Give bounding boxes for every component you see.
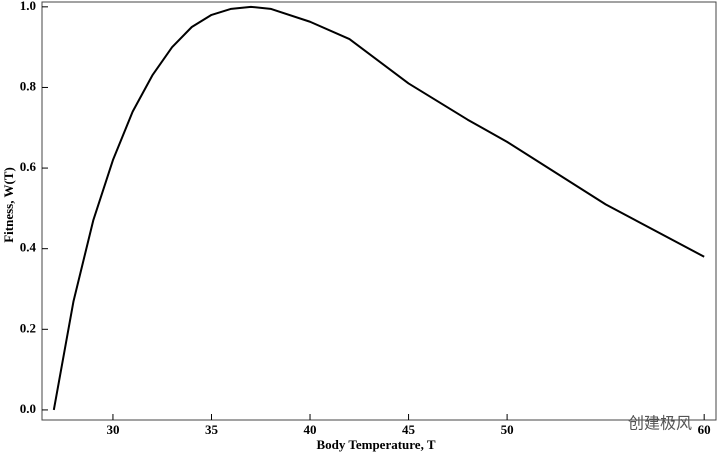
y-tick-label: 0.6 <box>20 159 37 174</box>
y-tick-label: 1.0 <box>20 0 36 13</box>
y-tick-label: 0.4 <box>20 240 37 255</box>
y-tick-label: 0.2 <box>20 320 36 335</box>
line-series <box>52 5 705 411</box>
x-tick-label: 50 <box>501 422 514 437</box>
plot-frame <box>41 1 717 421</box>
y-axis-label: Fitness, W(T) <box>1 167 16 243</box>
x-axis-label: Body Temperature, T <box>316 437 435 452</box>
y-tick-label: 0.0 <box>20 401 36 416</box>
x-tick-label: 45 <box>402 422 416 437</box>
x-tick-label: 35 <box>205 422 219 437</box>
y-tick-label: 0.8 <box>20 78 37 93</box>
watermark: 创建极风 <box>628 414 692 433</box>
x-tick-label: 60 <box>698 422 711 437</box>
x-tick-label: 40 <box>304 422 317 437</box>
x-tick-label: 30 <box>106 422 119 437</box>
